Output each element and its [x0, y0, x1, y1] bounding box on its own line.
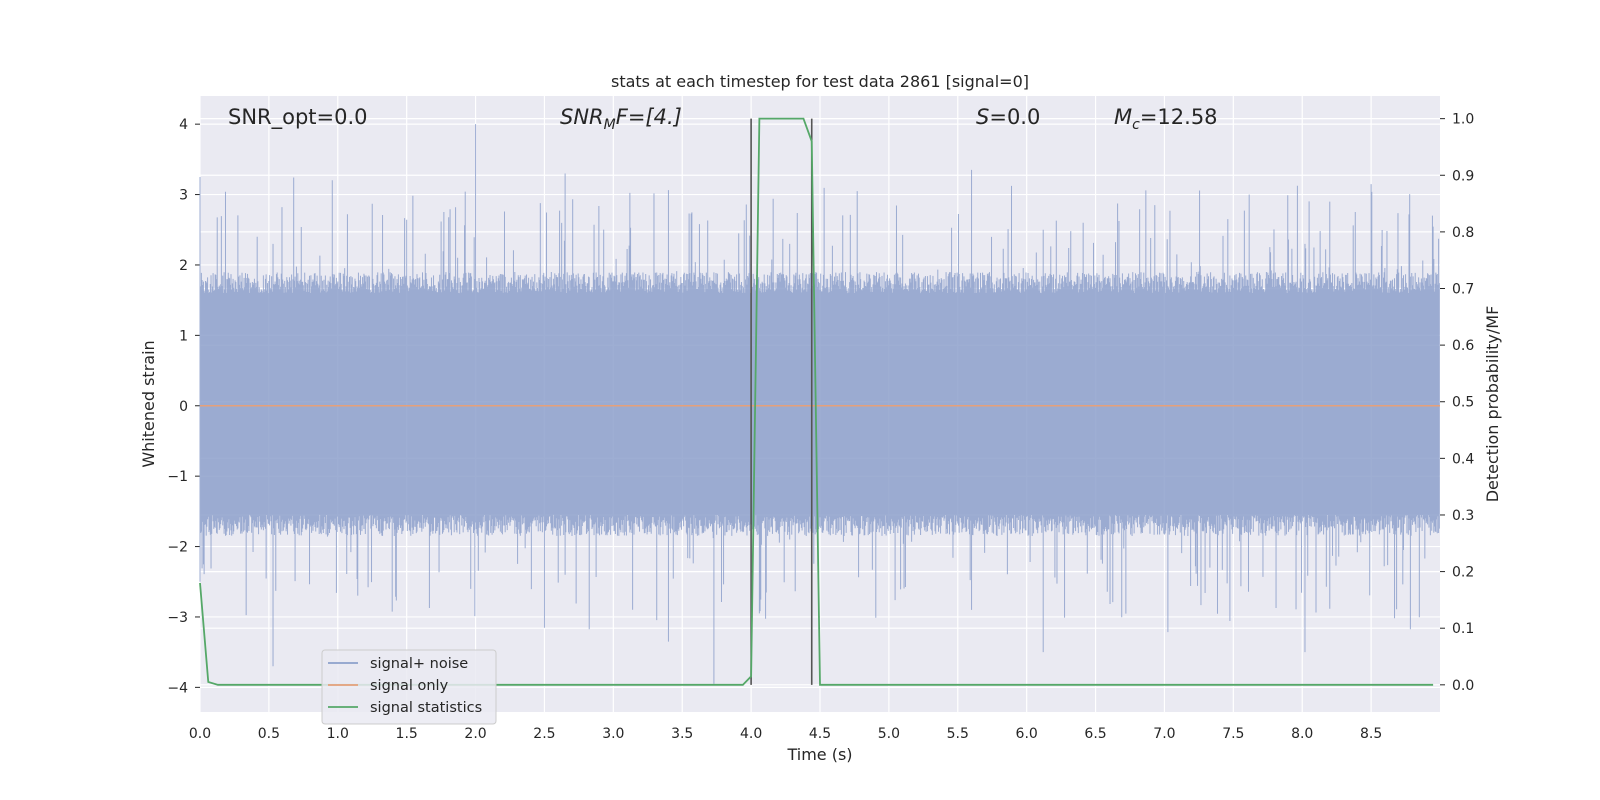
y-left-tick-label: −1: [167, 469, 188, 485]
y-right-tick-label: 1.0: [1452, 112, 1474, 128]
x-tick-label: 1.0: [327, 726, 349, 742]
y-right-tick-label: 0.6: [1452, 338, 1474, 354]
chart-title: stats at each timestep for test data 286…: [611, 72, 1029, 91]
s-main: S: [976, 105, 989, 129]
annotation-mc: Mc=12.58: [1114, 105, 1218, 133]
x-tick-label: 7.5: [1222, 726, 1244, 742]
y-right-tick-label: 0.5: [1452, 395, 1474, 411]
y-right-tick-label: 0.4: [1452, 451, 1474, 467]
annotation-snr-opt: SNR_opt=0.0: [228, 105, 368, 130]
y-left-tick-label: 2: [179, 258, 188, 274]
legend-label-signal-plus-noise: signal+ noise: [370, 656, 468, 672]
legend: signal+ noise signal only signal statist…: [321, 649, 497, 725]
x-tick-label: 3.0: [602, 726, 624, 742]
x-tick-label: 5.5: [947, 726, 969, 742]
y-left-tick-labels: 4 3 2 1 0 −1 −2 −3 −4: [167, 117, 188, 696]
x-tick-label: 8.5: [1360, 726, 1382, 742]
y-left-axis-title: Whitened strain: [139, 340, 158, 467]
x-tick-label: 4.0: [740, 726, 762, 742]
series-signal-statistics: [199, 117, 1434, 686]
x-tick-label: 6.0: [1016, 726, 1038, 742]
x-tick-label: 0.0: [189, 726, 211, 742]
y-left-tick-label: −4: [167, 680, 188, 696]
y-left-tick-label: 1: [179, 328, 188, 344]
mc-main: M: [1114, 105, 1132, 129]
y-left-tick-label: −3: [167, 610, 188, 626]
event-markers: [750, 118, 813, 685]
x-tick-label: 2.5: [533, 726, 555, 742]
annotation-s: S=0.0: [976, 105, 1040, 129]
annotation-snr-mf: SNRMF=[4.]: [560, 105, 682, 133]
snr-mf-rest: F=[4.]: [616, 105, 682, 129]
snr-mf-main: SNR: [560, 105, 604, 129]
legend-label-signal-statistics: signal statistics: [370, 700, 482, 716]
y-right-tick-label: 0.7: [1452, 282, 1474, 298]
y-right-axis-title: Detection probability/MF: [1483, 306, 1502, 503]
y-left-tick-label: −2: [167, 540, 188, 556]
s-rest: =0.0: [989, 105, 1040, 129]
y-right-tick-label: 0.1: [1452, 621, 1474, 637]
snr-mf-sub: M: [604, 117, 616, 133]
x-tick-label: 5.0: [878, 726, 900, 742]
mc-rest: =12.58: [1140, 105, 1218, 129]
x-tick-label: 7.0: [1153, 726, 1175, 742]
y-right-tick-label: 0.9: [1452, 168, 1474, 184]
y-right-tick-labels: 1.0 0.9 0.8 0.7 0.6 0.5 0.4 0.3 0.2 0.1 0.0: [1452, 112, 1474, 694]
x-tick-labels: 0.0 0.5 1.0 1.5 2.0 2.5 3.0 3.5 4.0 4.5 5.0 5.5 6.0 6…: [189, 726, 1382, 742]
x-tick-label: 8.0: [1291, 726, 1313, 742]
x-tick-label: 4.5: [809, 726, 831, 742]
y-right-tick-label: 0.2: [1452, 565, 1474, 581]
y-right-tick-label: 0.8: [1452, 225, 1474, 241]
y-right-tick-label: 0.0: [1452, 678, 1474, 694]
legend-label-signal-only: signal only: [370, 678, 449, 694]
mc-sub: c: [1132, 117, 1140, 133]
x-tick-label: 6.5: [1084, 726, 1106, 742]
y-left-tick-label: 0: [179, 399, 188, 415]
x-tick-label: 3.5: [671, 726, 693, 742]
y-right-tick-label: 0.3: [1452, 508, 1474, 524]
x-axis-title: Time (s): [786, 745, 852, 764]
y-left-tick-label: 3: [179, 188, 188, 204]
x-tick-label: 0.5: [258, 726, 280, 742]
x-tick-label: 1.5: [396, 726, 418, 742]
x-tick-label: 2.0: [464, 726, 486, 742]
y-left-tick-label: 4: [179, 117, 188, 133]
legend-box: [321, 649, 497, 725]
